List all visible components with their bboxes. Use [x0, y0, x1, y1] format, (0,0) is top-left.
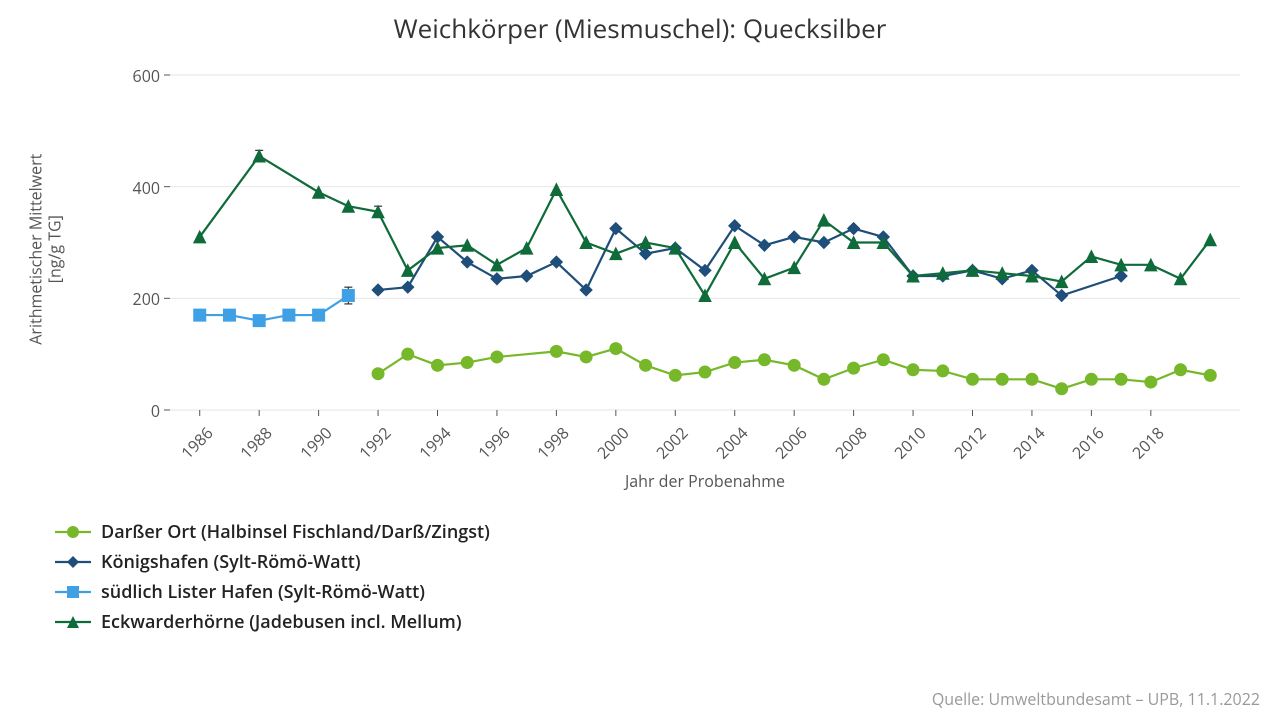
legend-label: Darßer Ort (Halbinsel Fischland/Darß/Zin… — [101, 520, 490, 544]
legend-label: Königshafen (Sylt-Römö-Watt) — [101, 550, 361, 574]
chart-title: Weichkörper (Miesmuschel): Quecksilber — [0, 10, 1280, 46]
plot-area — [170, 75, 1240, 410]
x-tick-label: 2014 — [1006, 422, 1050, 466]
y-tick-label: 0 — [151, 400, 160, 422]
y-axis-label: Arithmetischer Mittelwert [ng/g TG] — [30, 75, 60, 410]
x-tick-label: 2008 — [827, 422, 871, 466]
x-axis-label: Jahr der Probenahme — [170, 470, 1240, 492]
x-tick-label: 2018 — [1125, 422, 1169, 466]
y-tick-label: 400 — [133, 177, 160, 199]
x-tick-label: 1988 — [233, 422, 277, 466]
x-tick-label: 2012 — [946, 422, 990, 466]
y-tick-label: 600 — [133, 65, 160, 87]
x-tick-label: 1996 — [471, 422, 515, 466]
x-tick-label: 1986 — [173, 422, 217, 466]
x-tick-label: 2016 — [1065, 422, 1109, 466]
chart-svg — [170, 75, 1240, 410]
legend-marker-circle-icon — [55, 523, 91, 541]
legend-label: Eckwarderhörne (Jadebusen incl. Mellum) — [101, 610, 462, 634]
legend-label: südlich Lister Hafen (Sylt-Römö-Watt) — [101, 580, 425, 604]
legend-item: südlich Lister Hafen (Sylt-Römö-Watt) — [55, 580, 490, 604]
chart-page: Weichkörper (Miesmuschel): Quecksilber A… — [0, 0, 1280, 720]
legend-marker-triangle-icon — [55, 613, 91, 631]
x-tick-label: 1994 — [411, 422, 455, 466]
y-axis-label-text: Arithmetischer Mittelwert [ng/g TG] — [26, 82, 64, 417]
legend-item: Darßer Ort (Halbinsel Fischland/Darß/Zin… — [55, 520, 490, 544]
legend: Darßer Ort (Halbinsel Fischland/Darß/Zin… — [55, 520, 490, 640]
source-text: Quelle: Umweltbundesamt – UPB, 11.1.2022 — [932, 688, 1260, 710]
y-tick-label: 200 — [133, 288, 160, 310]
x-tick-label: 1990 — [292, 422, 336, 466]
x-tick-label: 2000 — [590, 422, 634, 466]
legend-item: Königshafen (Sylt-Römö-Watt) — [55, 550, 490, 574]
legend-marker-square-icon — [55, 583, 91, 601]
x-tick-label: 1992 — [352, 422, 396, 466]
x-tick-label: 2002 — [649, 422, 693, 466]
x-tick-label: 1998 — [530, 422, 574, 466]
legend-marker-diamond-icon — [55, 553, 91, 571]
x-tick-label: 2004 — [708, 422, 752, 466]
x-tick-label: 2006 — [768, 422, 812, 466]
legend-item: Eckwarderhörne (Jadebusen incl. Mellum) — [55, 610, 490, 634]
x-tick-label: 2010 — [887, 422, 931, 466]
